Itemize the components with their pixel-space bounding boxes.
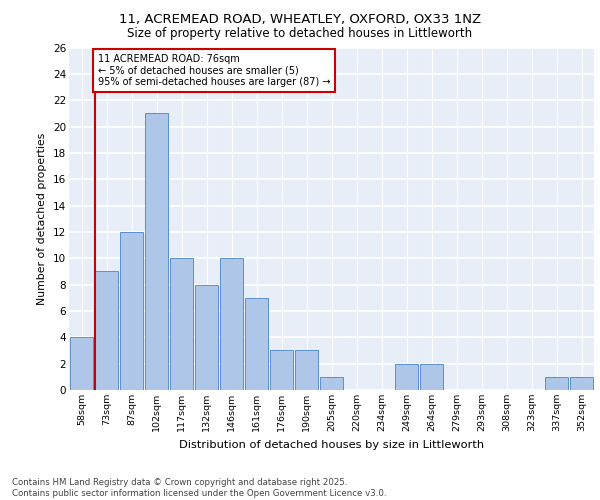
Text: Size of property relative to detached houses in Littleworth: Size of property relative to detached ho… [127,28,473,40]
Y-axis label: Number of detached properties: Number of detached properties [37,132,47,305]
Bar [195,284,218,390]
Bar [70,338,93,390]
Bar [270,350,293,390]
X-axis label: Distribution of detached houses by size in Littleworth: Distribution of detached houses by size … [179,440,484,450]
Bar [95,272,118,390]
Bar [295,350,318,390]
Text: 11 ACREMEAD ROAD: 76sqm
← 5% of detached houses are smaller (5)
95% of semi-deta: 11 ACREMEAD ROAD: 76sqm ← 5% of detached… [98,54,330,88]
Bar [395,364,418,390]
Bar [120,232,143,390]
Bar [245,298,268,390]
Bar [320,377,343,390]
Bar [570,377,593,390]
Text: 11, ACREMEAD ROAD, WHEATLEY, OXFORD, OX33 1NZ: 11, ACREMEAD ROAD, WHEATLEY, OXFORD, OX3… [119,12,481,26]
Bar [220,258,243,390]
Text: Contains HM Land Registry data © Crown copyright and database right 2025.
Contai: Contains HM Land Registry data © Crown c… [12,478,386,498]
Bar [170,258,193,390]
Bar [145,114,168,390]
Bar [545,377,568,390]
Bar [420,364,443,390]
